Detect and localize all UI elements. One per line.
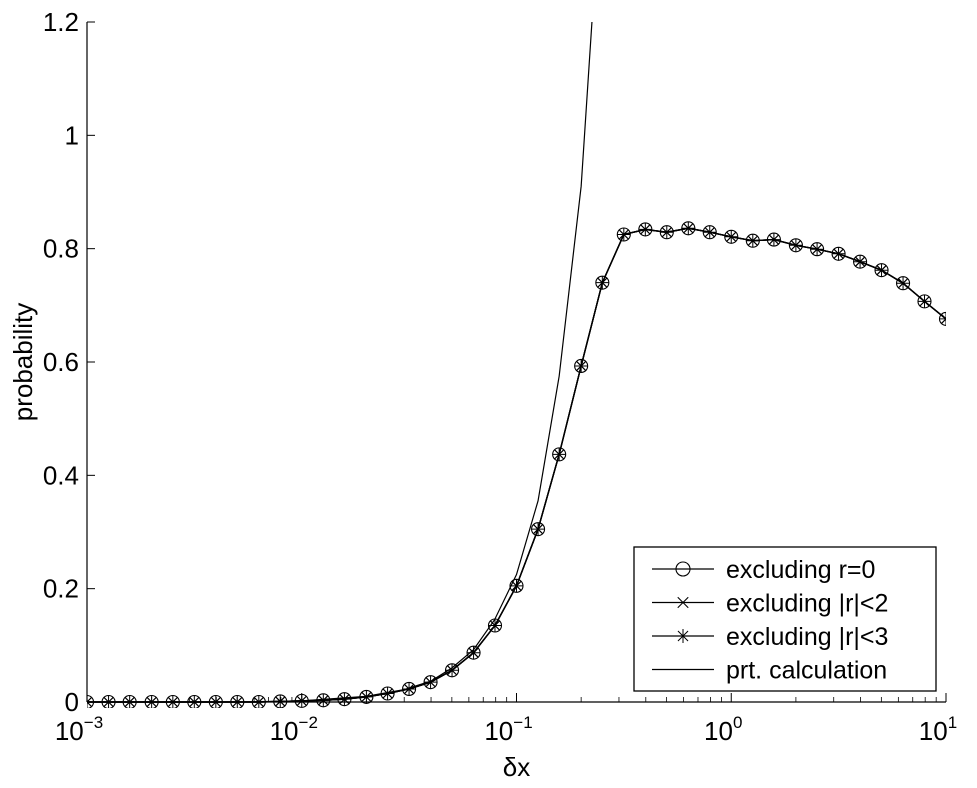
star-marker bbox=[917, 294, 931, 308]
legend: excluding r=0 excluding |r|<2 excluding |r… bbox=[633, 546, 937, 692]
star-marker bbox=[574, 359, 588, 373]
star-marker bbox=[595, 276, 609, 290]
series-4 bbox=[87, 22, 593, 703]
legend-item: excluding |r|<2 bbox=[652, 590, 888, 618]
star-marker bbox=[316, 693, 330, 707]
y-axis-label: probability bbox=[8, 303, 38, 422]
x-marker bbox=[677, 596, 689, 609]
legend-item: prt. calculation bbox=[652, 657, 887, 685]
star-marker bbox=[617, 228, 631, 241]
star-marker bbox=[875, 263, 889, 277]
x-axis-label: δx bbox=[503, 752, 530, 782]
star-marker bbox=[488, 619, 502, 632]
legend-item: excluding r=0 bbox=[652, 556, 875, 584]
legend-label: excluding |r|<3 bbox=[726, 623, 888, 651]
x-tick-label: 10−3 bbox=[55, 713, 103, 746]
star-marker bbox=[853, 255, 867, 269]
star-marker bbox=[810, 242, 824, 256]
x-tick-label: 100 bbox=[704, 713, 742, 746]
star-marker bbox=[424, 675, 438, 689]
star-marker bbox=[789, 238, 803, 252]
y-tick-label: 0.6 bbox=[43, 347, 79, 377]
legend-label: excluding |r|<2 bbox=[726, 590, 888, 618]
y-tick-label: 0 bbox=[65, 687, 79, 717]
x-tick-label: 101 bbox=[919, 713, 957, 746]
star-marker bbox=[381, 687, 395, 700]
legend-label: prt. calculation bbox=[726, 657, 887, 685]
y-tick-label: 0.8 bbox=[43, 234, 79, 264]
star-marker bbox=[660, 225, 674, 239]
series-line bbox=[87, 22, 593, 703]
star-marker bbox=[445, 663, 459, 677]
legend-item: excluding |r|<3 bbox=[652, 623, 888, 651]
y-tick-label: 1.2 bbox=[43, 7, 79, 37]
star-marker bbox=[531, 522, 545, 536]
star-marker bbox=[703, 225, 717, 239]
x-tick-label: 10−1 bbox=[484, 713, 532, 746]
circle-marker bbox=[675, 561, 691, 577]
star-marker bbox=[767, 233, 781, 247]
axes: 0 0.2 0.4 0.6 0.8 1 1.2 10−3 10−2 10−1 100 101 δx pro… bbox=[8, 7, 957, 782]
star-marker bbox=[676, 629, 690, 643]
star-marker bbox=[467, 646, 481, 660]
y-tick-label: 1 bbox=[65, 120, 79, 150]
x-tick-label: 10−2 bbox=[270, 713, 318, 746]
star-marker bbox=[681, 221, 695, 235]
star-marker bbox=[746, 234, 760, 248]
y-tick-label: 0.2 bbox=[43, 574, 79, 604]
star-marker bbox=[724, 230, 738, 244]
legend-label: excluding r=0 bbox=[726, 556, 875, 584]
star-marker bbox=[896, 276, 910, 290]
y-tick-label: 0.4 bbox=[43, 460, 79, 490]
star-marker bbox=[552, 447, 566, 461]
star-marker bbox=[638, 222, 652, 236]
star-marker bbox=[402, 682, 416, 696]
star-marker bbox=[337, 692, 351, 706]
series-layer bbox=[87, 22, 946, 708]
star-marker bbox=[510, 579, 523, 593]
legend-box bbox=[633, 546, 937, 692]
star-marker bbox=[832, 247, 846, 261]
star-marker bbox=[939, 312, 946, 326]
